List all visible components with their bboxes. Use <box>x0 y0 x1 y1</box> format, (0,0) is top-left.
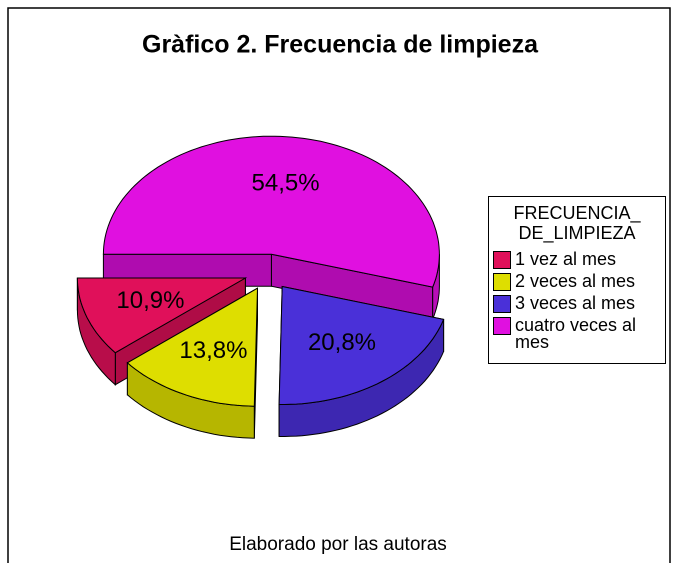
legend-item: cuatro veces al mes <box>493 315 661 352</box>
legend-item: 3 veces al mes <box>493 293 661 313</box>
legend-label: 2 veces al mes <box>515 271 636 291</box>
legend-label: 3 veces al mes <box>515 293 636 313</box>
slice-top <box>278 285 445 405</box>
slice <box>102 135 440 320</box>
legend-item: 2 veces al mes <box>493 271 661 291</box>
slice <box>278 285 445 437</box>
data-label: 20,8% <box>308 329 376 356</box>
legend-item: 1 vez al mes <box>493 249 661 269</box>
data-label: 13,8% <box>179 337 247 364</box>
legend-swatch <box>493 295 511 313</box>
slice <box>126 287 259 439</box>
data-label: 54,5% <box>252 169 320 196</box>
frame <box>7 7 671 563</box>
legend-title: FRECUENCIA_ DE_LIMPIEZA <box>513 203 641 243</box>
legend-swatch <box>493 251 511 269</box>
legend-swatch <box>493 317 511 335</box>
legend-label: 1 vez al mes <box>515 249 617 269</box>
legend-swatch <box>493 273 511 291</box>
slice-top <box>102 135 440 288</box>
slice-top <box>126 287 259 407</box>
pie: 10,9% 13,8% 20,8% 54,5% <box>76 135 445 439</box>
footer: Elaborado por las autoras <box>229 534 447 555</box>
chart-title: Gràfico 2. Frecuencia de limpieza <box>142 31 539 59</box>
legend-label: cuatro veces al mes <box>515 315 637 352</box>
slice-top <box>76 277 248 354</box>
legend: FRECUENCIA_ DE_LIMPIEZA 1 vez al mes 2 ve… <box>488 196 666 364</box>
data-label: 10,9% <box>116 287 184 314</box>
